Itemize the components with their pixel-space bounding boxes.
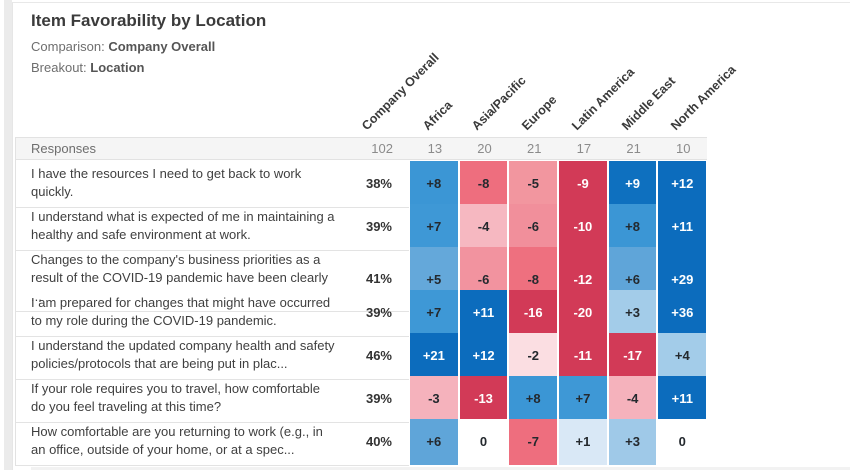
comparison-line: Comparison: Company Overall <box>31 39 215 54</box>
heatmap-cell[interactable]: 0 <box>658 419 707 465</box>
heatmap-cell[interactable]: -2 <box>509 333 558 379</box>
breakout-value: Location <box>90 60 145 75</box>
responses-count: 13 <box>427 141 443 156</box>
heatmap-cell[interactable]: +21 <box>410 333 458 379</box>
heatmap-cell[interactable]: -9 <box>559 161 607 207</box>
overall-percent: 41% <box>346 246 409 313</box>
column-header-label: Company Overall <box>359 50 442 133</box>
question-row[interactable]: I understand what is expected of me in m… <box>15 203 707 251</box>
heatmap-cell[interactable]: -13 <box>459 376 508 422</box>
heatmap-cell[interactable]: -5 <box>509 161 558 207</box>
heatmap-cell[interactable]: +4 <box>658 333 707 379</box>
column-header-label: Asia/Pacific <box>469 73 530 133</box>
responses-label: Responses <box>31 141 97 156</box>
responses-count: 17 <box>576 141 592 156</box>
next-widget-top-edge <box>31 467 850 470</box>
heatmap-cell[interactable]: -17 <box>608 333 657 379</box>
heatmap-cell[interactable]: +12 <box>459 333 508 379</box>
column-header-label: Middle East <box>618 73 678 133</box>
question-row[interactable]: I have the resources I need to get back … <box>15 160 707 208</box>
heatmap-cell[interactable]: +6 <box>410 419 458 465</box>
overall-percent: 40% <box>346 418 409 466</box>
comparison-label: Comparison: <box>31 39 105 54</box>
breakout-label: Breakout: <box>31 60 87 75</box>
responses-count: 10 <box>676 141 691 156</box>
column-header-label: Europe <box>519 92 560 133</box>
heatmap-cell[interactable]: +11 <box>459 290 508 336</box>
overall-percent: 39% <box>346 203 409 251</box>
overall-percent: 39% <box>346 289 409 337</box>
responses-count: 21 <box>626 141 641 156</box>
heatmap-cell[interactable]: +36 <box>658 290 707 336</box>
question-row[interactable]: I understand the updated company health … <box>15 332 707 380</box>
widget-card: Item Favorability by Location Comparison… <box>12 2 850 470</box>
heatmap-cell[interactable]: +3 <box>608 419 657 465</box>
heatmap-cell[interactable]: +7 <box>410 204 458 250</box>
question-text: How comfortable are you returning to wor… <box>15 418 346 466</box>
question-row[interactable]: If your role requires you to travel, how… <box>15 375 707 423</box>
heatmap-cell[interactable]: +9 <box>608 161 657 207</box>
question-text: I understand what is expected of me in m… <box>15 203 346 251</box>
question-row[interactable]: I am prepared for changes that might hav… <box>15 289 707 337</box>
heatmap-cell[interactable]: +11 <box>658 376 707 422</box>
heatmap-cell[interactable]: +11 <box>658 204 707 250</box>
heatmap-cell[interactable]: +8 <box>509 376 558 422</box>
heatmap-cell[interactable]: -20 <box>559 290 607 336</box>
heatmap-cell[interactable]: -6 <box>509 204 558 250</box>
heatmap-cell[interactable]: +3 <box>608 290 657 336</box>
heatmap-cell[interactable]: +8 <box>410 161 458 207</box>
breakout-line: Breakout: Location <box>31 60 144 75</box>
comparison-value: Company Overall <box>108 39 216 54</box>
heatmap-cell[interactable]: -11 <box>559 333 607 379</box>
column-header-label: Latin America <box>568 64 637 133</box>
heatmap-cell[interactable]: -4 <box>459 204 508 250</box>
question-text: I understand the updated company health … <box>15 332 346 380</box>
widget-title: Item Favorability by Location <box>31 11 267 30</box>
heatmap-cell[interactable]: -8 <box>459 161 508 207</box>
question-row[interactable]: Changes to the company's business priori… <box>15 246 707 313</box>
responses-row: Responses 102 13 20 21 17 21 10 <box>15 137 707 160</box>
heatmap-cell[interactable]: -16 <box>509 290 558 336</box>
overall-percent: 46% <box>346 332 409 380</box>
question-text: If your role requires you to travel, how… <box>15 375 346 423</box>
favorability-heatmap-table: Responses 102 13 20 21 17 21 10 I have the res… <box>15 137 707 466</box>
heatmap-cell[interactable]: +8 <box>608 204 657 250</box>
overall-percent: 38% <box>346 160 409 208</box>
overall-percent: 39% <box>346 375 409 423</box>
heatmap-cell[interactable]: +7 <box>410 290 458 336</box>
heatmap-cell[interactable]: -4 <box>608 376 657 422</box>
heatmap-cell[interactable]: +12 <box>658 161 707 207</box>
heatmap-cell[interactable]: -10 <box>559 204 607 250</box>
heatmap-cell[interactable]: +1 <box>559 419 607 465</box>
responses-count: 102 <box>371 141 393 156</box>
column-header-label: North America <box>668 62 739 133</box>
heatmap-cell[interactable]: -3 <box>410 376 458 422</box>
question-text: Changes to the company's business priori… <box>15 246 346 313</box>
question-row[interactable]: How comfortable are you returning to wor… <box>15 418 707 466</box>
responses-count: 21 <box>526 141 542 156</box>
column-header-label: Africa <box>419 98 455 133</box>
heatmap-cell[interactable]: +7 <box>559 376 607 422</box>
page-background-strip <box>4 0 12 470</box>
question-text: I have the resources I need to get back … <box>15 160 346 208</box>
heatmap-cell[interactable]: 0 <box>459 419 508 465</box>
heatmap-cell[interactable]: -7 <box>509 419 558 465</box>
question-text: I am prepared for changes that might hav… <box>15 289 346 337</box>
responses-count: 20 <box>477 141 492 156</box>
